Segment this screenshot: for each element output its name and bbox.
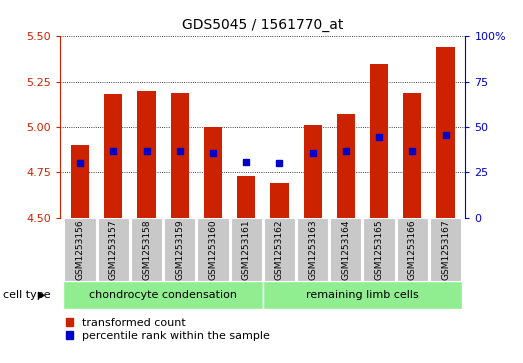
Text: GSM1253158: GSM1253158 xyxy=(142,220,151,280)
Bar xyxy=(303,125,322,218)
Text: GSM1253157: GSM1253157 xyxy=(109,220,118,280)
Bar xyxy=(263,281,462,309)
Text: cell type: cell type xyxy=(3,290,50,300)
Text: GSM1253160: GSM1253160 xyxy=(209,220,218,280)
Text: ▶: ▶ xyxy=(38,290,46,300)
Title: GDS5045 / 1561770_at: GDS5045 / 1561770_at xyxy=(182,19,344,33)
Bar xyxy=(131,218,162,281)
Bar xyxy=(270,183,289,218)
Text: GSM1253165: GSM1253165 xyxy=(374,220,383,280)
Bar xyxy=(204,127,222,218)
Bar xyxy=(430,218,461,281)
Text: GSM1253167: GSM1253167 xyxy=(441,220,450,280)
Bar xyxy=(397,218,428,281)
Text: GSM1253166: GSM1253166 xyxy=(408,220,417,280)
Bar xyxy=(170,93,189,218)
Text: chondrocyte condensation: chondrocyte condensation xyxy=(89,290,237,300)
Bar xyxy=(403,93,422,218)
Bar xyxy=(104,94,122,218)
Bar xyxy=(297,218,328,281)
Bar xyxy=(197,218,229,281)
Text: GSM1253161: GSM1253161 xyxy=(242,220,251,280)
Bar xyxy=(98,218,129,281)
Bar xyxy=(337,114,355,218)
Text: GSM1253162: GSM1253162 xyxy=(275,220,284,280)
Bar xyxy=(330,218,361,281)
Bar xyxy=(370,64,388,218)
Text: remaining limb cells: remaining limb cells xyxy=(306,290,419,300)
Bar xyxy=(64,218,96,281)
Bar xyxy=(71,145,89,218)
Bar xyxy=(436,47,454,218)
Text: GSM1253156: GSM1253156 xyxy=(76,220,85,280)
Legend: transformed count, percentile rank within the sample: transformed count, percentile rank withi… xyxy=(66,318,270,341)
Bar xyxy=(138,91,156,218)
Bar xyxy=(164,218,196,281)
Bar xyxy=(63,281,263,309)
Text: GSM1253163: GSM1253163 xyxy=(308,220,317,280)
Text: GSM1253159: GSM1253159 xyxy=(175,220,184,280)
Bar xyxy=(237,176,255,218)
Bar xyxy=(264,218,295,281)
Bar xyxy=(363,218,395,281)
Bar xyxy=(231,218,262,281)
Text: GSM1253164: GSM1253164 xyxy=(342,220,350,280)
